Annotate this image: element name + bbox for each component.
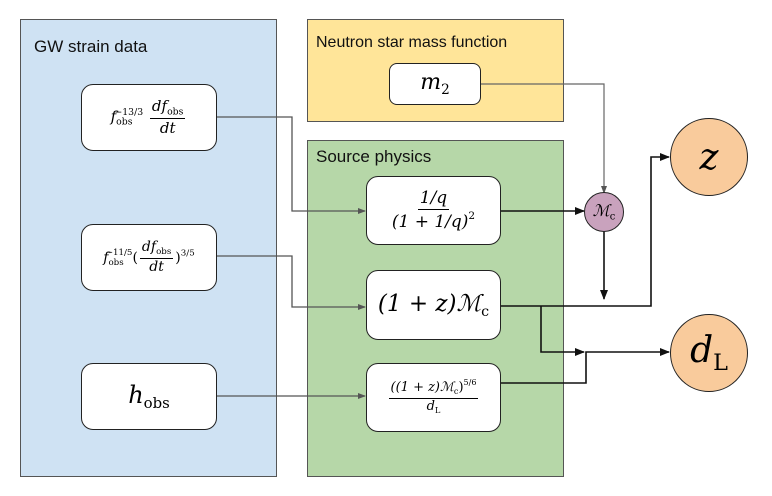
- wire-m2-to-mc: [481, 83, 607, 194]
- gw-strain-label: GW strain data: [34, 37, 148, 56]
- chirp-mass-node: ℳc: [584, 192, 624, 232]
- hobs-box: hobs: [81, 363, 217, 430]
- m2-expression: m2: [420, 70, 450, 98]
- mass-ratio-expression: 1/q (1 + 1/q)2: [391, 188, 476, 232]
- hobs-expression: hobs: [128, 380, 170, 413]
- f133-expression-box: fobs−13/3 dfobs dt: [81, 84, 217, 151]
- redshift-symbol: z: [699, 136, 719, 178]
- redshifted-chirp-mass-box: (1 + z)ℳc: [366, 270, 501, 340]
- wire-zmc-to-dl: [540, 306, 585, 356]
- chirp-mass-symbol: ℳc: [592, 201, 616, 223]
- wire-amp-to-dl: [501, 348, 670, 384]
- amplitude-box: ((1 + z)ℳc)5/6 dL: [366, 363, 501, 432]
- mass-function-label: Neutron star mass function: [316, 34, 508, 51]
- wire-f133-to-q: [217, 116, 366, 214]
- source-physics-label: Source physics: [316, 147, 432, 166]
- f115-expression-box: fobs−11/5(dfobs dt)3/5: [81, 224, 217, 291]
- luminosity-distance-symbol: dL: [690, 330, 728, 376]
- luminosity-distance-output-node: dL: [670, 314, 748, 392]
- redshifted-chirp-mass-expression: (1 + z)ℳc: [377, 290, 490, 320]
- f133-expression: fobs−13/3 dfobs dt: [110, 97, 186, 138]
- mass-ratio-box: 1/q (1 + 1/q)2: [366, 176, 501, 245]
- m2-box: m2: [389, 63, 481, 105]
- f115-expression: fobs−11/5(dfobs dt)3/5: [103, 238, 195, 276]
- wire-f115-to-zmc: [217, 255, 366, 310]
- amplitude-expression: ((1 + z)ℳc)5/6 dL: [388, 378, 479, 415]
- wire-zmc-to-z: [501, 153, 670, 307]
- redshift-output-node: z: [670, 118, 748, 196]
